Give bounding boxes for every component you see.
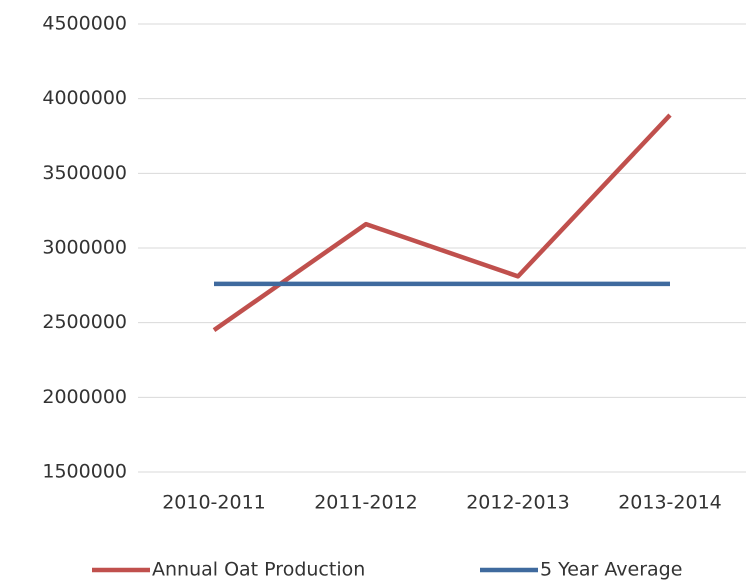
- y-tick-label: 3500000: [42, 162, 127, 184]
- x-tick-label: 2012-2013: [466, 492, 570, 514]
- legend-label: 5 Year Average: [540, 559, 682, 581]
- y-tick-label: 2500000: [42, 311, 127, 333]
- series-line: [212, 113, 672, 332]
- y-tick-label: 1500000: [42, 461, 127, 483]
- y-tick-label: 2000000: [42, 386, 127, 408]
- legend-label: Annual Oat Production: [152, 559, 365, 581]
- y-tick-label: 4000000: [42, 87, 127, 109]
- x-tick-label: 2013-2014: [618, 492, 722, 514]
- y-tick-label: 3000000: [42, 237, 127, 259]
- x-tick-label: 2010-2011: [162, 492, 266, 514]
- x-tick-label: 2011-2012: [314, 492, 418, 514]
- y-tick-label: 4500000: [42, 13, 127, 35]
